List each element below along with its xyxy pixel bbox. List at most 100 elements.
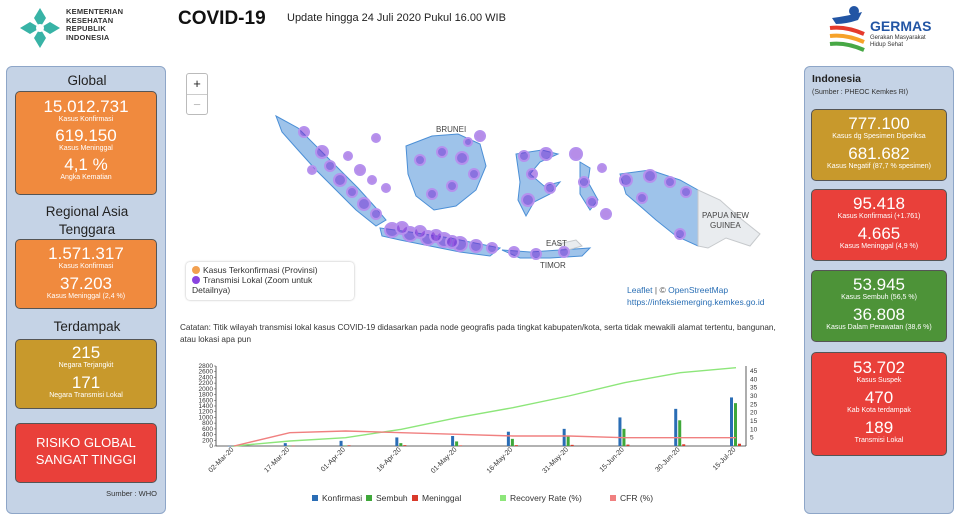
zoom-out-button[interactable]: − xyxy=(187,94,207,114)
legend-label: Recovery Rate (%) xyxy=(510,493,582,503)
leaflet-link[interactable]: Leaflet xyxy=(627,285,653,295)
bar-meninggal xyxy=(514,445,518,446)
specimens-label: Kasus dg Spesimen Diperiksa xyxy=(832,133,926,140)
map-label-east: EAST xyxy=(546,239,567,248)
suspect-label: Kasus Suspek xyxy=(856,377,902,384)
purple-dot-icon xyxy=(192,276,200,284)
bar-meninggal xyxy=(738,443,741,446)
x-tick-label: 16-Apr-20 xyxy=(376,446,403,473)
y-right-tick-label: 45 xyxy=(750,368,758,375)
bar-sembuh xyxy=(399,443,403,446)
legend-label: Sembuh xyxy=(376,493,408,503)
confirmed-box: 95.418 Kasus Konfirmasi (+1.761) 4.665 K… xyxy=(811,189,947,261)
legend-item-provinsi: Kasus Terkonfirmasi (Provinsi) xyxy=(192,265,348,275)
legend-label: Meninggal xyxy=(422,493,461,503)
x-tick-label: 02-Mar-20 xyxy=(208,446,236,474)
line-recovery-rate xyxy=(233,366,737,447)
y-left-tick-label: 2600 xyxy=(199,369,214,376)
map-attribution: Leaflet | © OpenStreetMap https://infeks… xyxy=(627,284,764,308)
local-value: 189 xyxy=(864,418,894,437)
germas-logo: GERMAS Gerakan Masyarakat Hidup Sehat xyxy=(818,2,948,56)
bar-meninggal xyxy=(403,445,407,446)
legend-swatch xyxy=(312,495,318,501)
id-deaths-value: 4.665 xyxy=(857,224,901,243)
x-tick-label: 01-May-20 xyxy=(430,446,459,475)
bar-konfirmasi xyxy=(283,443,287,446)
attribution-separator: | © xyxy=(652,285,669,295)
map-label-timor: TIMOR xyxy=(540,261,566,270)
y-left-tick-label: 1800 xyxy=(199,392,214,399)
bar-konfirmasi xyxy=(339,440,343,446)
x-tick-label: 17-Mar-20 xyxy=(263,446,291,474)
bar-konfirmasi xyxy=(395,437,399,446)
recovered-value: 53.945 xyxy=(853,275,905,294)
bar-sembuh xyxy=(510,438,514,446)
suspect-box: 53.702 Kasus Suspek 470 Kab Kota terdamp… xyxy=(811,352,947,456)
y-left-tick-label: 800 xyxy=(202,420,213,427)
legend-lokal-label: Transmisi Lokal (Zoom untuk xyxy=(203,275,313,285)
treated-label: Kasus Dalam Perawatan (38,6 %) xyxy=(826,324,932,331)
legend-provinsi-label: Kasus Terkonfirmasi (Provinsi) xyxy=(203,265,318,275)
affected-local-label: Negara Transmisi Lokal xyxy=(49,392,123,399)
y-left-tick-label: 2200 xyxy=(199,380,214,387)
global-confirmed-label: Kasus Konfirmasi xyxy=(58,116,114,123)
y-left-tick-label: 600 xyxy=(202,426,213,433)
y-right-tick-label: 30 xyxy=(750,393,758,400)
indonesia-title: Indonesia xyxy=(812,73,862,85)
zoom-in-button[interactable]: + xyxy=(193,76,201,91)
local-label: Transmisi Lokal xyxy=(854,437,904,444)
x-tick-label: 01-Apr-20 xyxy=(320,446,347,473)
specimen-box: 777.100 Kasus dg Spesimen Diperiksa 681.… xyxy=(811,109,947,181)
covid-trend-chart: 2800 2600 2400 2200 2000 1800 1600 1400 1200 1000… xyxy=(180,360,792,515)
affected-title: Terdampak xyxy=(53,319,121,334)
indonesia-map[interactable]: BRUNEI PAPUA NEW GUINEA EAST TIMOR xyxy=(180,70,796,312)
bar-meninggal xyxy=(570,444,574,446)
legend-swatch xyxy=(500,495,506,501)
org-line: REPUBLIK xyxy=(66,24,106,33)
y-right-tick-label: 40 xyxy=(750,376,758,383)
sea-stats-box: 1.571.317 Kasus Konfirmasi 37.203 Kasus … xyxy=(15,239,157,309)
page-title: COVID-19 xyxy=(178,8,266,29)
bar-sembuh xyxy=(232,446,235,447)
bar-sembuh xyxy=(287,445,291,447)
bar-meninggal xyxy=(291,445,295,447)
map-label-papua-new: PAPUA NEW xyxy=(702,211,749,220)
map-canvas[interactable]: BRUNEI PAPUA NEW GUINEA EAST TIMOR xyxy=(180,70,796,312)
x-tick-label: 31-May-20 xyxy=(541,446,570,475)
indonesia-panel: Indonesia (Sumber : PHEOC Kemkes RI) 777… xyxy=(804,66,954,514)
osm-link[interactable]: OpenStreetMap xyxy=(668,285,729,295)
germas-figure-icon xyxy=(829,6,865,52)
bar-sembuh xyxy=(678,420,682,446)
global-cfr: 4,1 % xyxy=(64,155,108,174)
affected-stats-box: 215 Negara Terjangkit 171 Negara Transmi… xyxy=(15,339,157,409)
x-tick-label: 15-Jul-20 xyxy=(712,446,738,472)
kemkes-url-link[interactable]: https://infeksiemerging.kemkes.go.id xyxy=(627,297,765,307)
global-deaths-label: Kasus Meninggal xyxy=(59,145,113,152)
line-cfr xyxy=(233,430,736,447)
treated-value: 36.808 xyxy=(853,305,905,324)
affected-countries: 215 xyxy=(71,343,101,362)
bar-meninggal xyxy=(459,445,463,446)
legend-label: Konfirmasi xyxy=(322,493,362,503)
global-confirmed: 15.012.731 xyxy=(43,97,129,116)
transmission-markers xyxy=(298,126,692,260)
map-label-brunei: BRUNEI xyxy=(436,125,466,134)
recovered-label: Kasus Sembuh (56,5 %) xyxy=(841,294,917,301)
kemkes-logo: KEMENTERIAN KESEHATAN REPUBLIK INDONESIA xyxy=(18,4,158,52)
global-stats-box: 15.012.731 Kasus Konfirmasi 619.150 Kasu… xyxy=(15,91,157,195)
germas-tagline: Gerakan Masyarakat Hidup Sehat xyxy=(870,35,926,48)
y-left-tick-label: 1000 xyxy=(199,414,214,421)
bar-konfirmasi xyxy=(674,408,678,446)
bar-konfirmasi xyxy=(618,417,622,446)
bar-konfirmasi xyxy=(730,397,733,446)
y-left-tick-label: 1400 xyxy=(199,403,214,410)
districts-label: Kab Kota terdampak xyxy=(847,407,911,414)
legend-lokal-label-2: Detailnya) xyxy=(192,285,231,295)
germas-wordmark: GERMAS xyxy=(870,18,932,34)
y-left-tick-label: 2000 xyxy=(199,386,214,393)
global-cfr-label: Angka Kematian xyxy=(60,174,112,181)
bar-konfirmasi xyxy=(562,428,566,446)
bar-konfirmasi xyxy=(506,431,510,446)
indonesia-source: (Sumber : PHEOC Kemkes RI) xyxy=(812,89,909,96)
risk-line-2: SANGAT TINGGI xyxy=(35,452,137,467)
